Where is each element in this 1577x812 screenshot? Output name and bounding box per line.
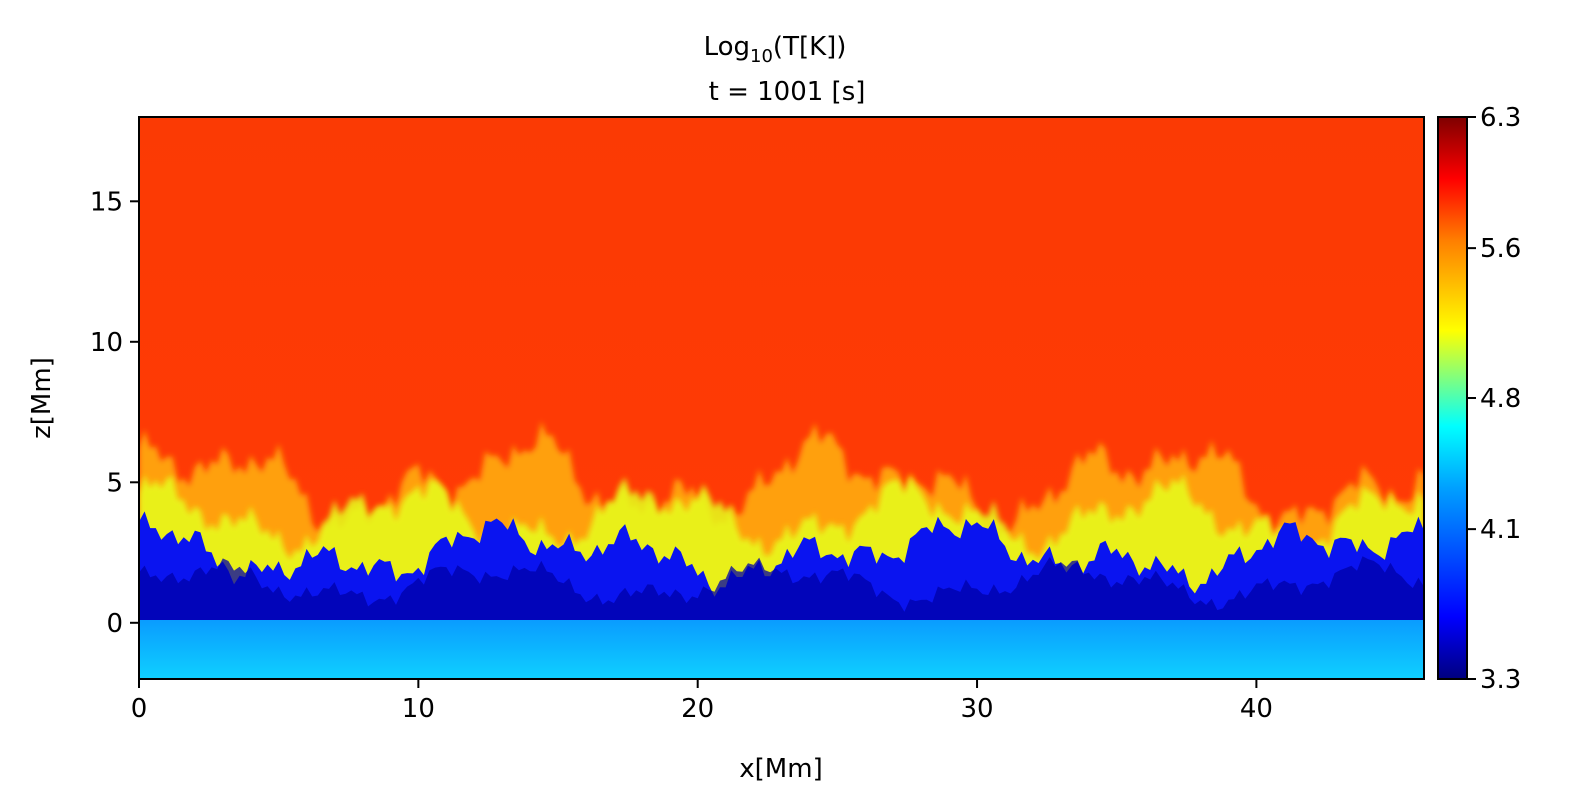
y-tick-label: 5 (106, 468, 123, 498)
y-tick-label: 0 (106, 609, 123, 639)
plot-frame (138, 116, 1425, 680)
photosphere-region (139, 620, 1424, 679)
colorbar (1437, 116, 1468, 680)
x-tick-label: 20 (681, 694, 714, 724)
chart-title-quantity: Log10(T[K]) (704, 32, 847, 67)
x-tick-label: 30 (960, 694, 993, 724)
temperature-heatmap (139, 117, 1424, 679)
y-tick-label: 15 (90, 187, 123, 217)
colorbar-tick-label: 5.6 (1480, 234, 1521, 264)
colorbar-tick-label: 4.1 (1480, 515, 1521, 545)
colorbar-tick-label: 4.8 (1480, 384, 1521, 414)
colorbar-tick-label: 3.3 (1480, 665, 1521, 695)
x-tick-label: 10 (402, 694, 435, 724)
y-tick-label: 10 (90, 328, 123, 358)
x-tick-label: 40 (1240, 694, 1273, 724)
x-tick-label: 0 (131, 694, 148, 724)
x-axis-label: x[Mm] (739, 754, 822, 784)
chart-title-time: t = 1001 [s] (709, 77, 866, 107)
colorbar-tick-label: 6.3 (1480, 103, 1521, 133)
y-axis-label: z[Mm] (27, 357, 57, 439)
y-axis: 0 5 10 15 (90, 187, 139, 639)
colorbar-ticks: 6.3 5.6 4.8 4.1 3.3 (1467, 103, 1521, 695)
x-axis: 0 10 20 30 40 (131, 679, 1273, 724)
